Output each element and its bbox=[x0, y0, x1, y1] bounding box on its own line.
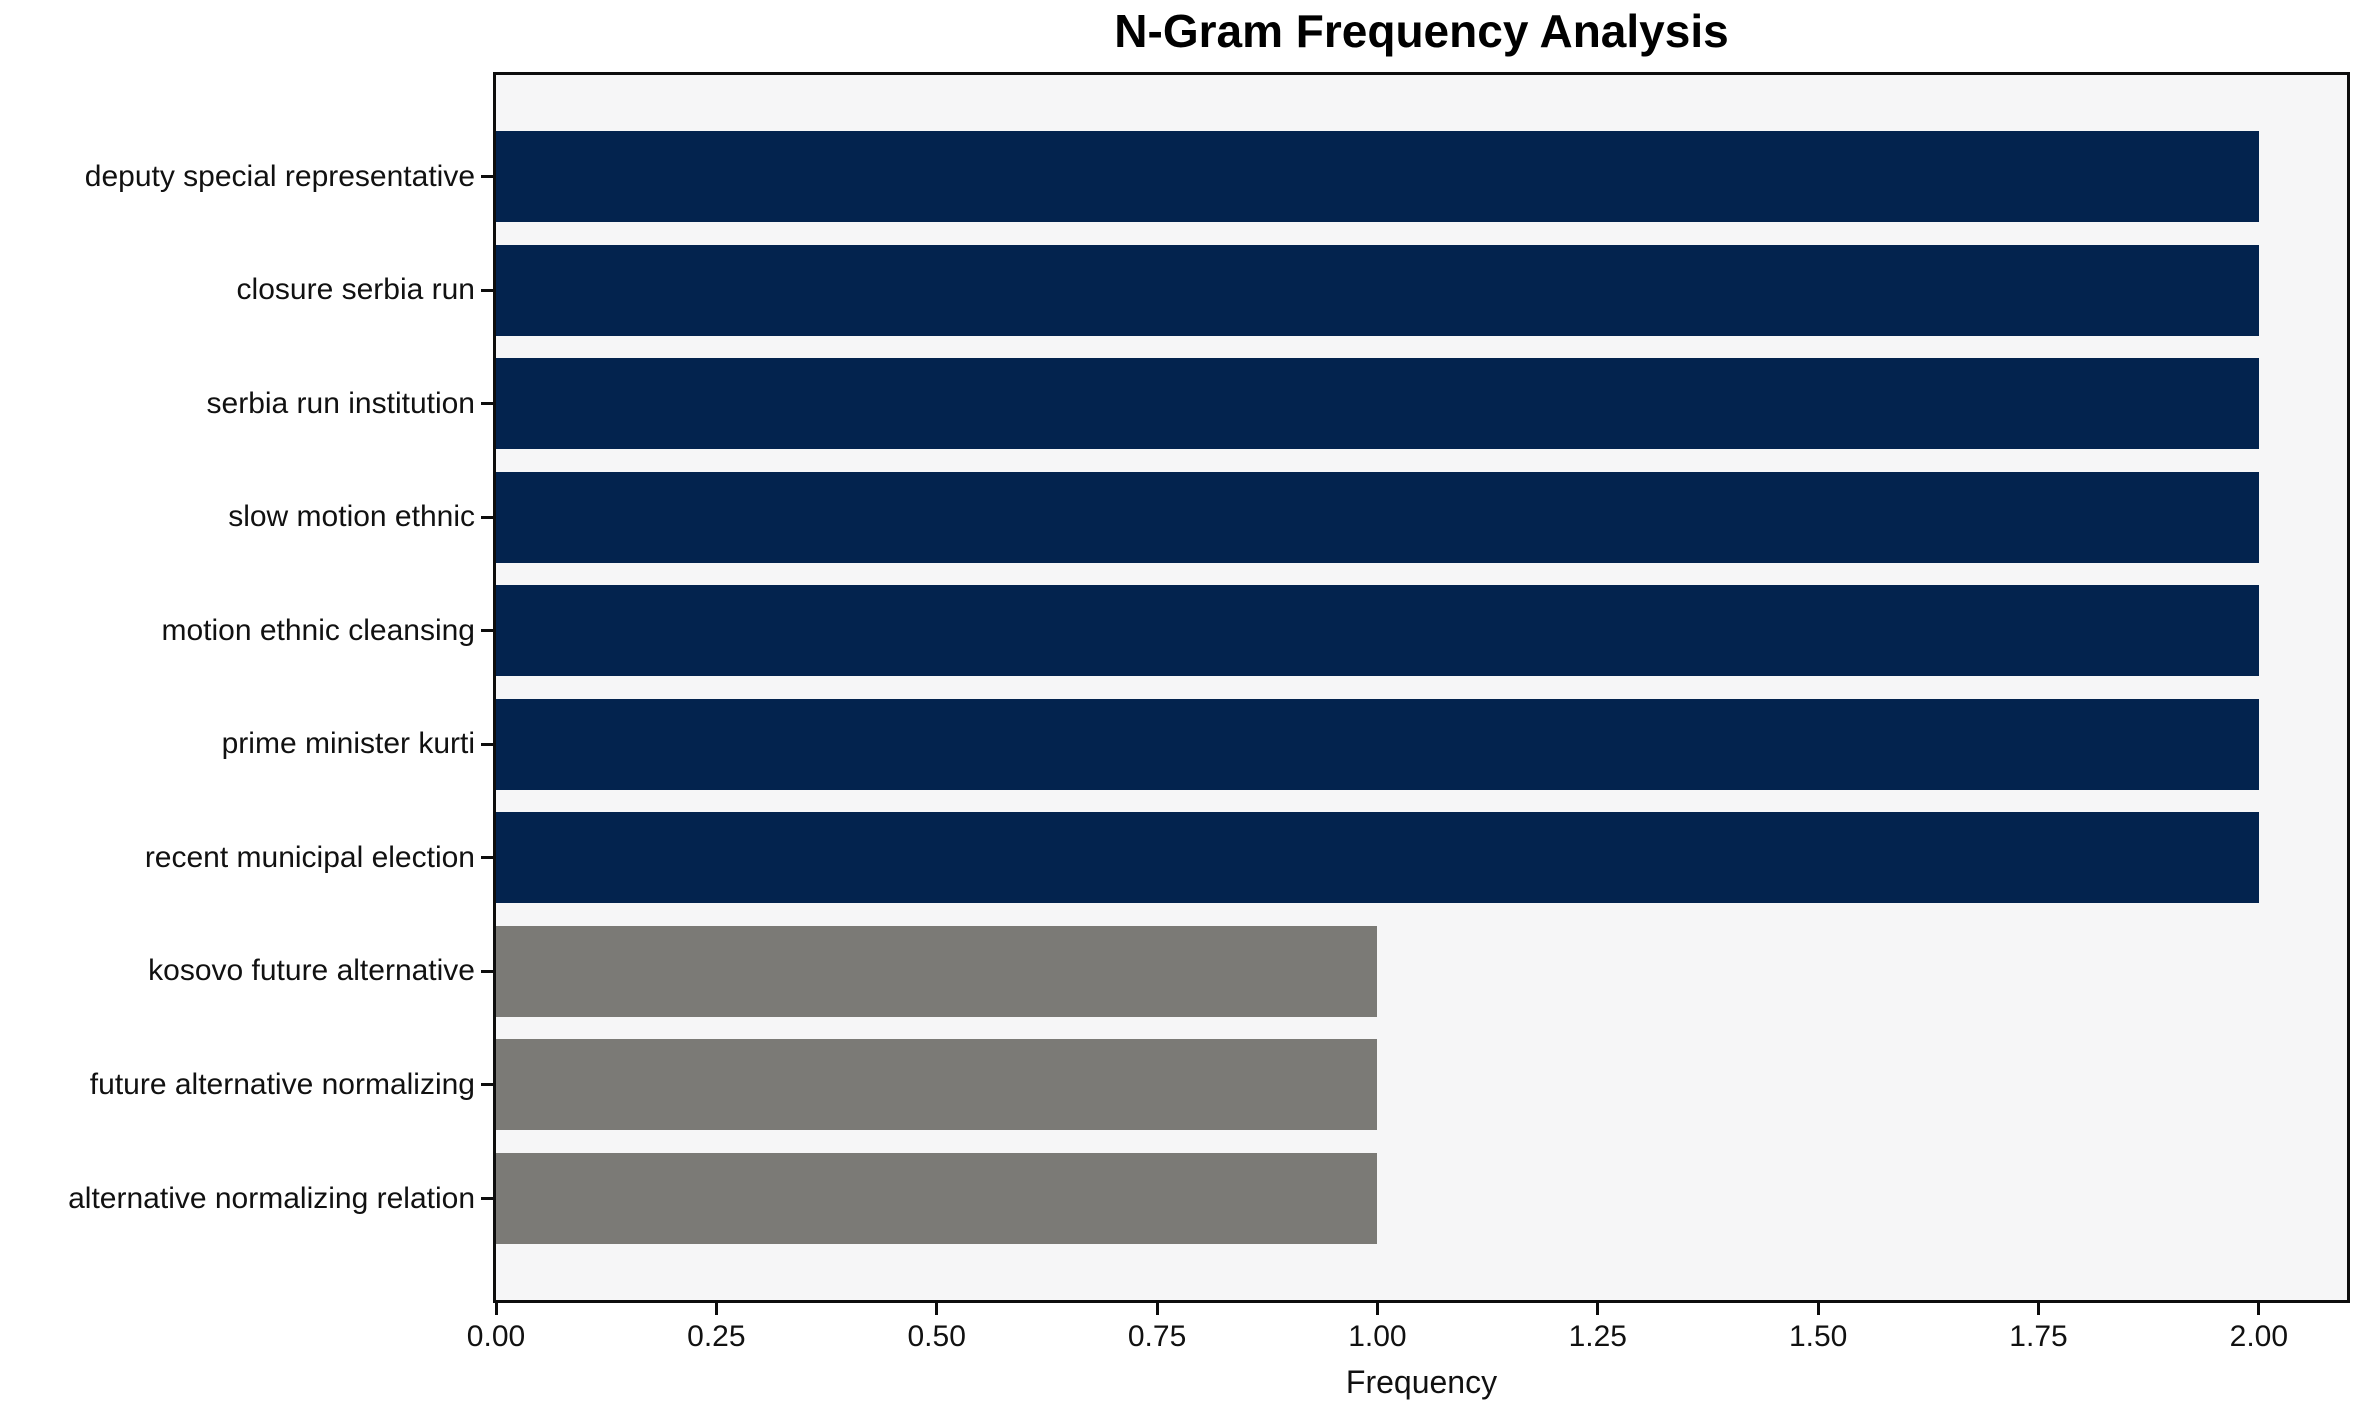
x-tick-mark bbox=[714, 1303, 718, 1315]
x-tick-mark bbox=[494, 1303, 498, 1315]
y-tick-label: future alternative normalizing bbox=[89, 1067, 475, 1101]
x-tick-label: 2.00 bbox=[2229, 1320, 2289, 1353]
y-tick-label: closure serbia run bbox=[236, 273, 475, 307]
x-tick-mark bbox=[1155, 1303, 1159, 1315]
y-tick-label: recent municipal election bbox=[144, 840, 475, 874]
chart-title: N-Gram Frequency Analysis bbox=[1114, 5, 1729, 57]
bar-alternative-normalizing-relation bbox=[496, 1153, 1378, 1244]
plot-area bbox=[493, 72, 2350, 1303]
bar-serbia-run-institution bbox=[496, 358, 2259, 450]
x-tick-label: 1.25 bbox=[1568, 1320, 1627, 1353]
x-tick-mark bbox=[2257, 1303, 2261, 1315]
y-tick-label: kosovo future alternative bbox=[148, 954, 475, 988]
x-tick-label: 1.00 bbox=[1348, 1320, 1407, 1353]
y-tick-label: serbia run institution bbox=[206, 386, 475, 420]
x-tick-label: 1.75 bbox=[2009, 1320, 2068, 1353]
y-tick-label: deputy special representative bbox=[84, 159, 475, 193]
x-tick-mark bbox=[1596, 1303, 1600, 1315]
bar-kosovo-future-alternative bbox=[496, 925, 1378, 1017]
y-tick-mark bbox=[481, 969, 493, 973]
x-tick-label: 1.50 bbox=[1788, 1320, 1848, 1353]
y-tick-mark bbox=[481, 742, 493, 746]
x-tick-label: 0.75 bbox=[1127, 1320, 1187, 1353]
bar-future-alternative-normalizing bbox=[496, 1039, 1378, 1131]
y-tick-mark bbox=[481, 1197, 493, 1200]
x-tick-mark bbox=[1375, 1303, 1379, 1315]
bar-slow-motion-ethnic bbox=[496, 471, 2259, 563]
x-tick-mark bbox=[935, 1303, 939, 1315]
bar-prime-minister-kurti bbox=[496, 698, 2259, 790]
bar-motion-ethnic-cleansing bbox=[496, 585, 2259, 677]
y-tick-mark bbox=[481, 515, 493, 519]
bar-closure-serbia-run bbox=[496, 244, 2259, 336]
x-tick-label: 0.00 bbox=[466, 1320, 526, 1353]
y-tick-label: motion ethnic cleansing bbox=[161, 613, 475, 647]
y-tick-label: alternative normalizing relation bbox=[68, 1181, 475, 1215]
x-tick-label: 0.50 bbox=[907, 1320, 966, 1353]
x-tick-mark bbox=[2037, 1303, 2040, 1315]
x-tick-label: 0.25 bbox=[687, 1320, 746, 1353]
y-tick-mark bbox=[481, 1083, 493, 1087]
bar-deputy-special-representative bbox=[496, 131, 2259, 222]
y-tick-mark bbox=[481, 856, 493, 860]
y-tick-mark bbox=[481, 175, 493, 178]
y-tick-mark bbox=[481, 288, 493, 292]
y-tick-mark bbox=[481, 402, 493, 406]
y-tick-label: prime minister kurti bbox=[221, 727, 475, 761]
bar-recent-municipal-election bbox=[496, 812, 2259, 904]
x-axis-title: Frequency bbox=[1345, 1364, 1498, 1400]
x-tick-mark bbox=[1816, 1303, 1820, 1315]
y-tick-label: slow motion ethnic bbox=[228, 500, 475, 534]
y-tick-mark bbox=[481, 629, 493, 633]
